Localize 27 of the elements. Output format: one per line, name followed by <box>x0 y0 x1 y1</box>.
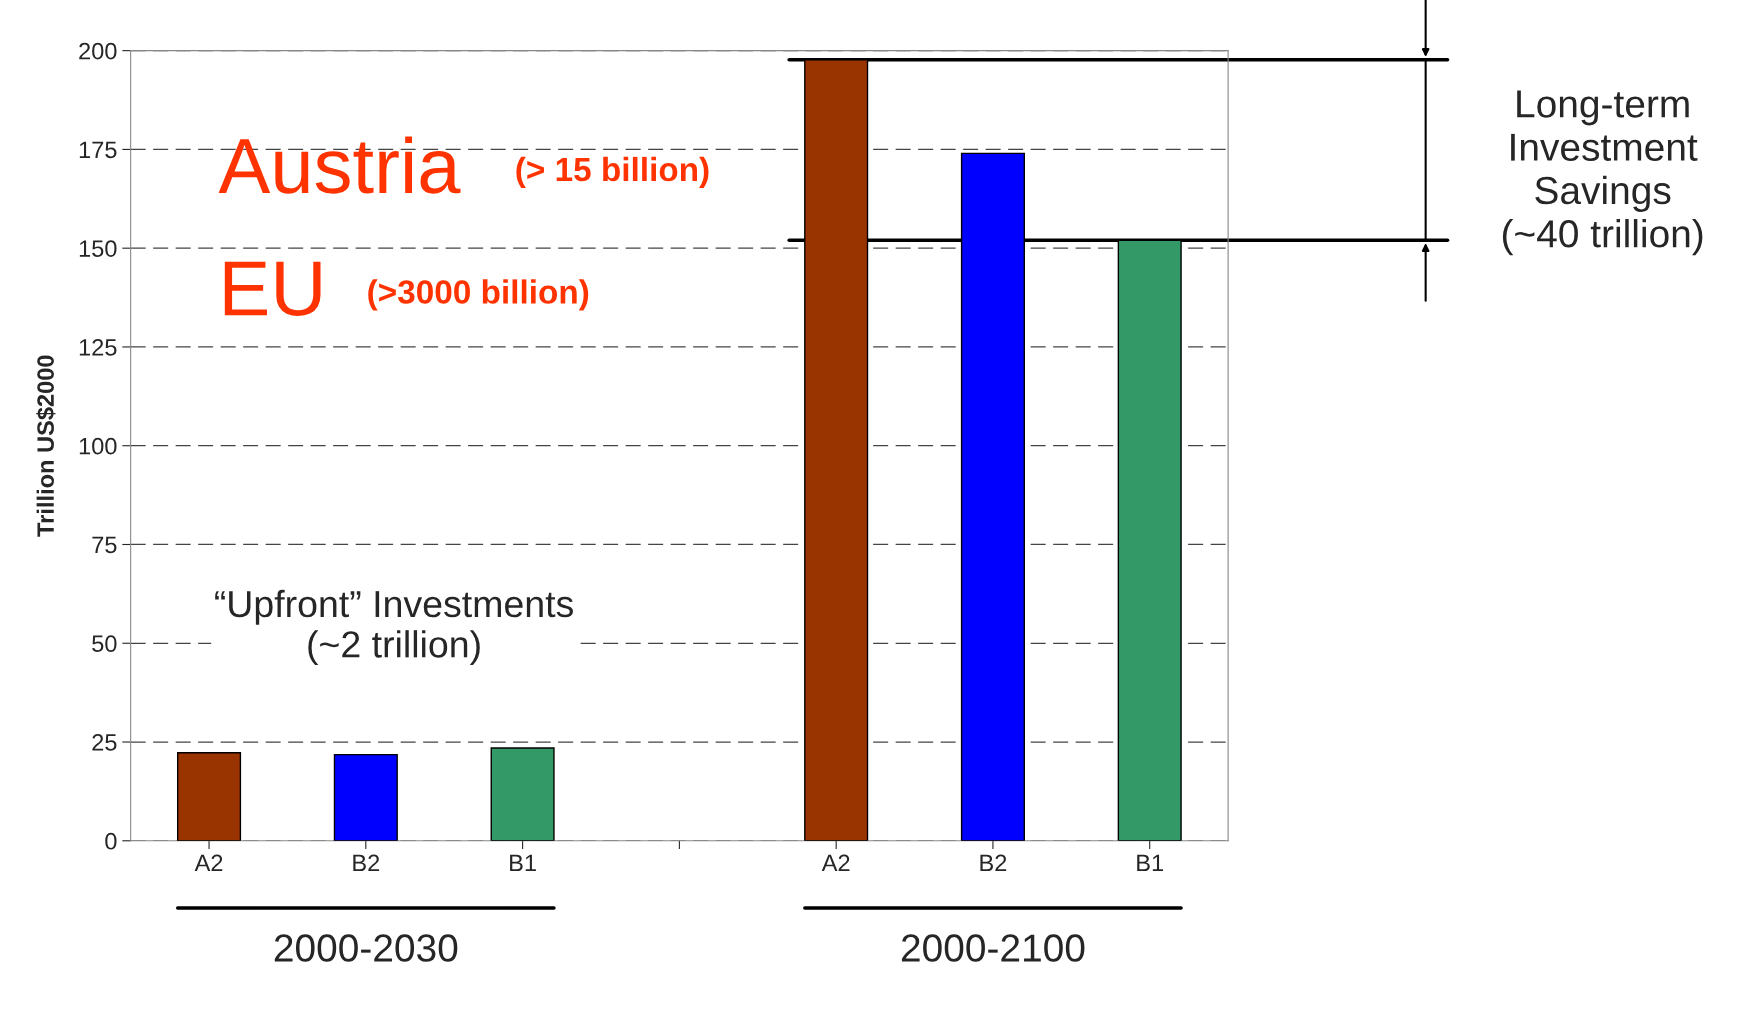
x-tick-label: B2 <box>980 854 1007 872</box>
y-tick-label: 150 <box>79 240 117 257</box>
text: Long-term Investment Savings (~40 trillion) <box>1502 90 1703 256</box>
text: 2000-2100 <box>901 934 1085 962</box>
x-tick-label: A2 <box>821 854 850 872</box>
y-tick-label: 100 <box>79 437 117 455</box>
annotation: (> 15 billion) <box>516 156 709 188</box>
y-axis-title: Trillion US$2000 <box>36 355 56 537</box>
y-tick-label: 175 <box>79 141 117 159</box>
x-tick-label: B1 <box>510 854 536 872</box>
y-tick-label: 125 <box>79 339 117 356</box>
y-tick-label: 200 <box>79 42 117 60</box>
bar <box>176 751 242 841</box>
text: 2000-2030 <box>274 934 458 962</box>
annotation: Austria <box>218 136 461 194</box>
y-tick-label: 50 <box>92 635 117 653</box>
annotation: “Upfront” Investments (~2 trillion) <box>215 589 573 666</box>
annotation: EU <box>224 261 321 317</box>
x-tick-label: B1 <box>1137 854 1164 872</box>
y-tick-label: 75 <box>92 536 117 554</box>
y-tick-label: 0 <box>105 832 117 850</box>
x-tick-label: A2 <box>194 854 223 872</box>
x-tick-label: B2 <box>353 854 380 872</box>
bar <box>333 753 398 841</box>
bar <box>490 747 555 841</box>
y-tick-label: 25 <box>92 734 117 751</box>
annotation: (>3000 billion) <box>368 279 589 311</box>
